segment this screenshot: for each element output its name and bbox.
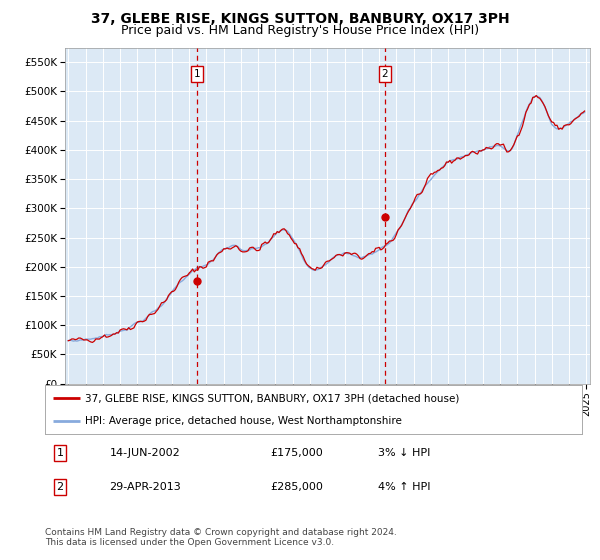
Text: 14-JUN-2002: 14-JUN-2002 [109, 448, 180, 458]
Text: 37, GLEBE RISE, KINGS SUTTON, BANBURY, OX17 3PH: 37, GLEBE RISE, KINGS SUTTON, BANBURY, O… [91, 12, 509, 26]
Text: 4% ↑ HPI: 4% ↑ HPI [378, 482, 430, 492]
Text: 3% ↓ HPI: 3% ↓ HPI [378, 448, 430, 458]
Text: 2: 2 [382, 69, 388, 79]
Text: £175,000: £175,000 [271, 448, 323, 458]
Text: Contains HM Land Registry data © Crown copyright and database right 2024.: Contains HM Land Registry data © Crown c… [45, 528, 397, 536]
Text: 29-APR-2013: 29-APR-2013 [109, 482, 181, 492]
Text: Price paid vs. HM Land Registry's House Price Index (HPI): Price paid vs. HM Land Registry's House … [121, 24, 479, 36]
Text: This data is licensed under the Open Government Licence v3.0.: This data is licensed under the Open Gov… [45, 538, 334, 547]
Text: HPI: Average price, detached house, West Northamptonshire: HPI: Average price, detached house, West… [85, 416, 402, 426]
Text: 1: 1 [56, 448, 64, 458]
Text: 2: 2 [56, 482, 64, 492]
Text: £285,000: £285,000 [271, 482, 323, 492]
Text: 1: 1 [194, 69, 200, 79]
Text: 37, GLEBE RISE, KINGS SUTTON, BANBURY, OX17 3PH (detached house): 37, GLEBE RISE, KINGS SUTTON, BANBURY, O… [85, 393, 460, 403]
